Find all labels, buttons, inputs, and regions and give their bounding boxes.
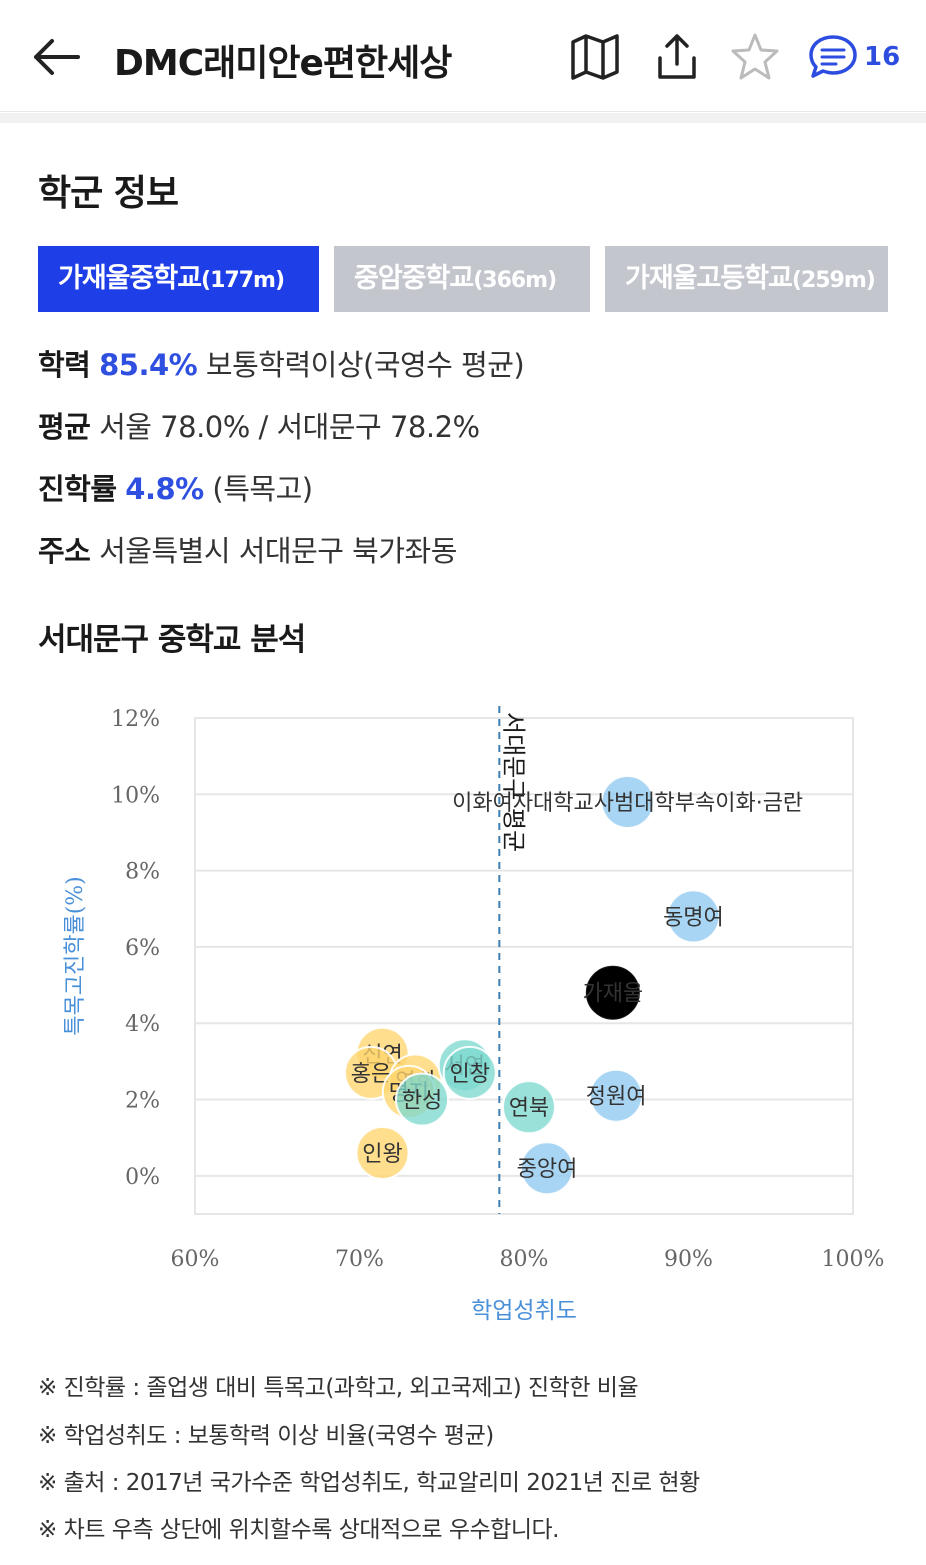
average-value: 서울 78.0% / 서대문구 78.2%: [99, 410, 480, 444]
scatter-chart: 0% 2% 4% 6% 8% 10% 12% 60% 70% 80% 90% 100% 학업성취도 특목고…: [63, 706, 885, 1324]
y-tick-label: 2%: [125, 1089, 160, 1114]
achievement-row: 학력 85.4% 보통학력이상(국영수 평균): [38, 342, 525, 384]
data-point-label: 연북: [509, 1096, 549, 1121]
tab-school-2[interactable]: 중암중학교(366m): [334, 246, 590, 312]
data-point-label: 중앙여: [517, 1157, 578, 1182]
comment-count: 16: [864, 42, 901, 72]
note-interpretation: ※ 차트 우측 상단에 위치할수록 상대적으로 우수합니다.: [38, 1517, 559, 1543]
share-button[interactable]: [650, 30, 704, 84]
y-axis-title: 특목고진학률(%): [63, 876, 88, 1036]
tab-school-2-name: 중암중학교: [354, 263, 474, 294]
page-title: DMC래미안e편한세상: [114, 43, 452, 84]
data-point: [501, 1080, 556, 1135]
tab-school-1-name: 가재울중학교: [58, 263, 202, 294]
chart-title: 서대문구 중학교 분석: [38, 622, 306, 658]
y-tick-label: 4%: [125, 1012, 160, 1037]
x-tick-label: 100%: [822, 1247, 885, 1272]
achievement-label: 학력: [38, 348, 91, 382]
top-bar: DMC래미안e편한세상 16: [0, 0, 926, 112]
x-tick-label: 90%: [664, 1247, 713, 1272]
school-tabs: 가재울중학교(177m) 중암중학교(366m) 가재울고등학교(259m): [38, 246, 888, 312]
data-point: [442, 1045, 497, 1100]
x-tick-label: 60%: [171, 1247, 220, 1272]
achievement-desc: 보통학력이상(국영수 평균): [205, 348, 525, 382]
y-tick-label: 6%: [125, 936, 160, 961]
advance-desc: (특목고): [212, 472, 313, 506]
data-point: [600, 774, 655, 829]
advance-label: 진학률: [38, 472, 117, 506]
divider: [0, 113, 926, 123]
data-point: [666, 889, 721, 944]
data-point-label: 인왕: [362, 1142, 402, 1167]
data-point-label: 이화여자대학교사범대학부속이화·금란: [452, 791, 803, 816]
y-tick-label: 10%: [111, 783, 160, 808]
y-tick-label: 8%: [125, 860, 160, 885]
address-row: 주소 서울특별시 서대문구 북가좌동: [38, 528, 457, 570]
data-point: [520, 1141, 575, 1196]
advance-value: 4.8%: [125, 472, 204, 506]
note-achievement: ※ 학업성취도 : 보통학력 이상 비율(국영수 평균): [38, 1423, 494, 1449]
data-point-label: 동명여: [663, 905, 724, 930]
note-source: ※ 출처 : 2017년 국가수준 학업성취도, 학교알리미 2021년 진로 …: [38, 1470, 700, 1496]
tab-school-3[interactable]: 가재울고등학교(259m): [605, 246, 888, 312]
speech-bubble-icon: [809, 35, 857, 78]
share-icon: [658, 34, 696, 79]
favorite-button[interactable]: [728, 30, 782, 84]
x-tick-label: 80%: [500, 1247, 549, 1272]
y-tick-label: 12%: [111, 707, 160, 732]
address-label: 주소: [38, 534, 91, 568]
data-point-label: 한성: [402, 1089, 442, 1114]
achievement-value: 85.4%: [99, 348, 198, 382]
x-tick-label: 70%: [335, 1247, 384, 1272]
advance-row: 진학률 4.8% (특목고): [38, 466, 313, 508]
address-value: 서울특별시 서대문구 북가좌동: [99, 534, 457, 568]
y-tick-label: 0%: [125, 1165, 160, 1190]
section-title: 학군 정보: [38, 173, 179, 214]
map-icon: [571, 34, 619, 80]
data-point: [395, 1072, 450, 1127]
tab-school-1[interactable]: 가재울중학교(177m): [38, 246, 319, 312]
star-icon: [731, 33, 779, 80]
data-point-label: 인창: [449, 1062, 489, 1087]
reference-line-label: 서대문구 평균: [499, 712, 527, 852]
note-advance-rate: ※ 진학률 : 졸업생 대비 특목고(과학고, 외고국제고) 진학한 비율: [38, 1375, 639, 1401]
data-point: [585, 965, 640, 1020]
data-point-label: 정원여: [586, 1085, 647, 1110]
data-point-label: 가재울: [582, 982, 643, 1007]
x-axis-title: 학업성취도: [471, 1298, 577, 1324]
tab-school-2-distance: (366m): [473, 268, 557, 293]
tab-school-3-distance: (259m): [791, 268, 876, 293]
data-point: [355, 1125, 410, 1180]
average-label: 평균: [38, 410, 91, 444]
back-button[interactable]: [26, 34, 86, 80]
tab-school-1-distance: (177m): [201, 268, 285, 293]
comment-button[interactable]: 16: [806, 30, 906, 84]
arrow-left-icon: [34, 39, 80, 75]
data-point: [589, 1068, 644, 1123]
average-row: 평균 서울 78.0% / 서대문구 78.2%: [38, 404, 480, 446]
map-button[interactable]: [568, 30, 622, 84]
tab-school-3-name: 가재울고등학교: [625, 263, 793, 294]
